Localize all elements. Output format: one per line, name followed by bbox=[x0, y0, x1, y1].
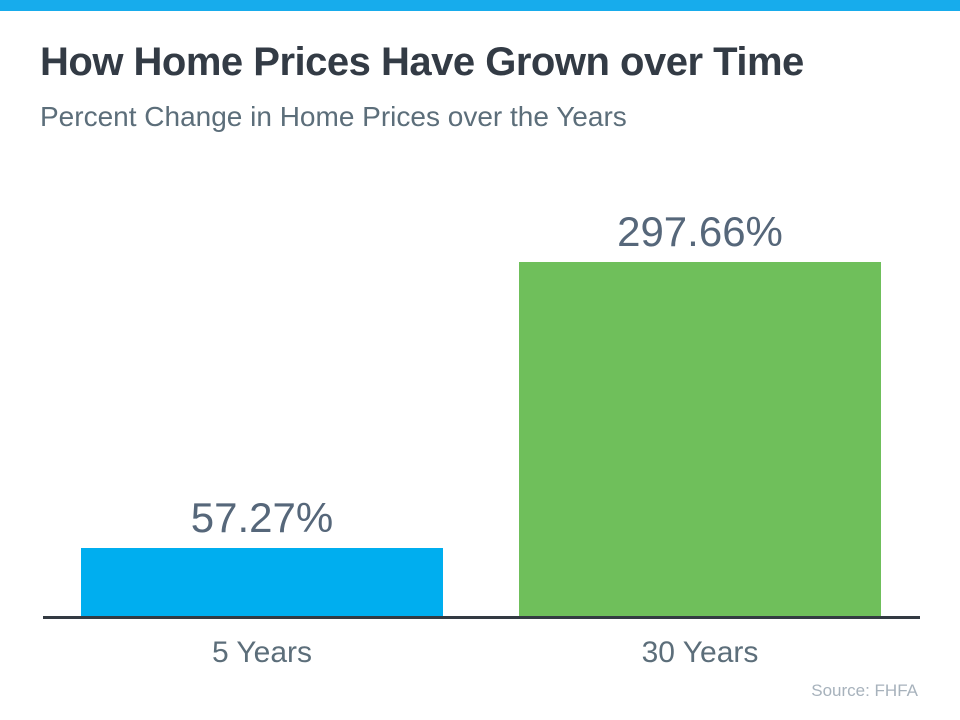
bar-5-years bbox=[81, 548, 443, 616]
page-subtitle: Percent Change in Home Prices over the Y… bbox=[40, 101, 627, 132]
category-label-30-years: 30 Years bbox=[641, 636, 759, 669]
category-label-5-years: 5 Years bbox=[211, 636, 313, 669]
bar-30-years bbox=[519, 262, 881, 616]
page-title: How Home Prices Have Grown over Time bbox=[40, 40, 804, 84]
top-accent-bar bbox=[0, 0, 960, 11]
value-label-30-years: 297.66% bbox=[617, 208, 783, 255]
x-axis-line bbox=[43, 616, 920, 619]
value-label-5-years: 57.27% bbox=[190, 494, 334, 541]
source-attribution: Source: FHFA bbox=[811, 681, 918, 700]
bar-group-30-years: 297.66% bbox=[519, 0, 881, 616]
bar-group-5-years: 57.27% bbox=[81, 0, 443, 616]
